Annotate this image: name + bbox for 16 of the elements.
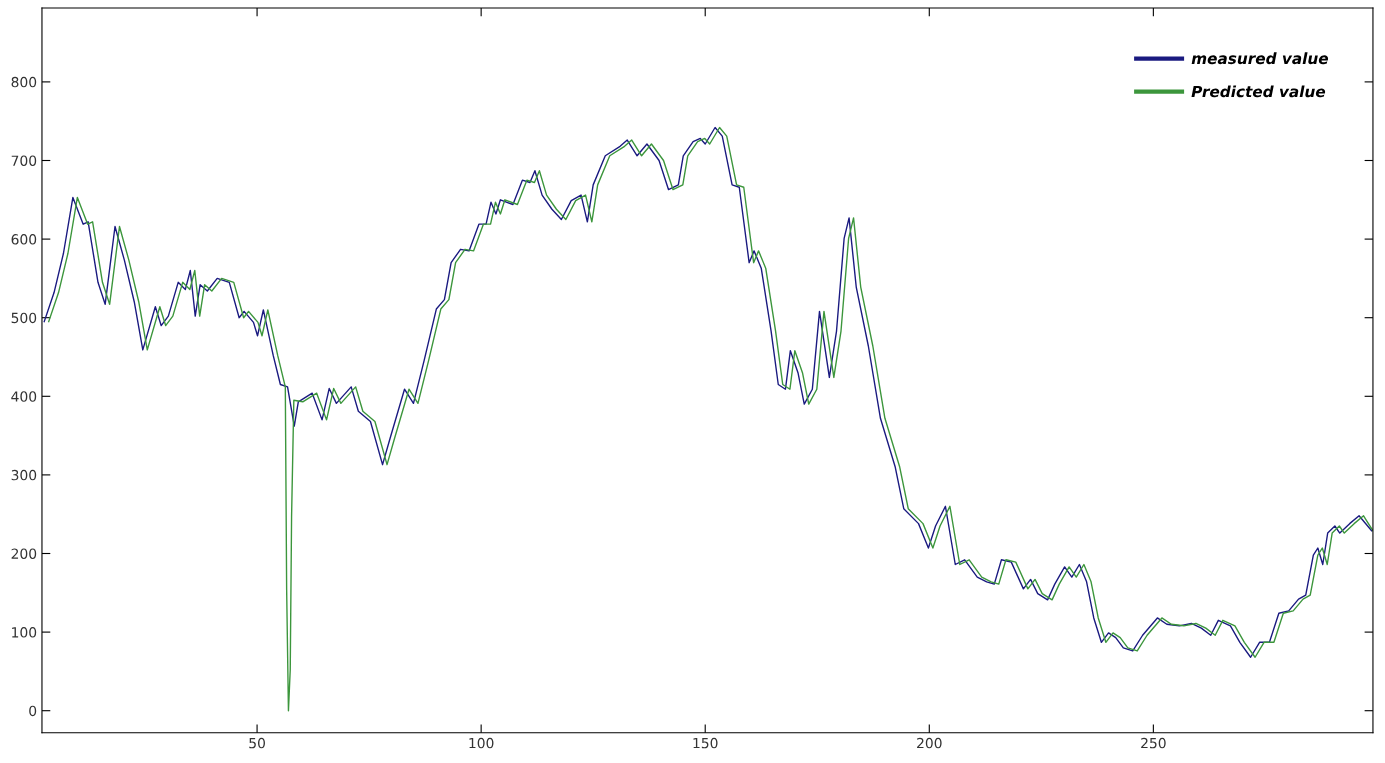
y-tick-label: 200	[11, 548, 37, 559]
y-tick-label: 300	[11, 469, 37, 481]
x-tick-label: 100	[469, 737, 494, 749]
y-tick-label: 100	[12, 627, 37, 638]
y-tick-label: 600	[11, 234, 37, 245]
x-tick-label: 150	[693, 737, 718, 749]
x-tick-label: 200	[917, 737, 942, 749]
y-tick-label: 800	[11, 76, 37, 88]
y-tick-label: 500	[11, 312, 37, 324]
legend-label: Predicted value	[1191, 85, 1326, 98]
x-tick-label: 50	[249, 737, 265, 749]
y-tick-label: 700	[11, 155, 37, 166]
legend-label: measured value	[1191, 52, 1329, 65]
y-tick-label: 400	[11, 391, 37, 402]
y-tick-label: 0	[29, 705, 37, 717]
x-tick-label: 250	[1141, 737, 1166, 749]
